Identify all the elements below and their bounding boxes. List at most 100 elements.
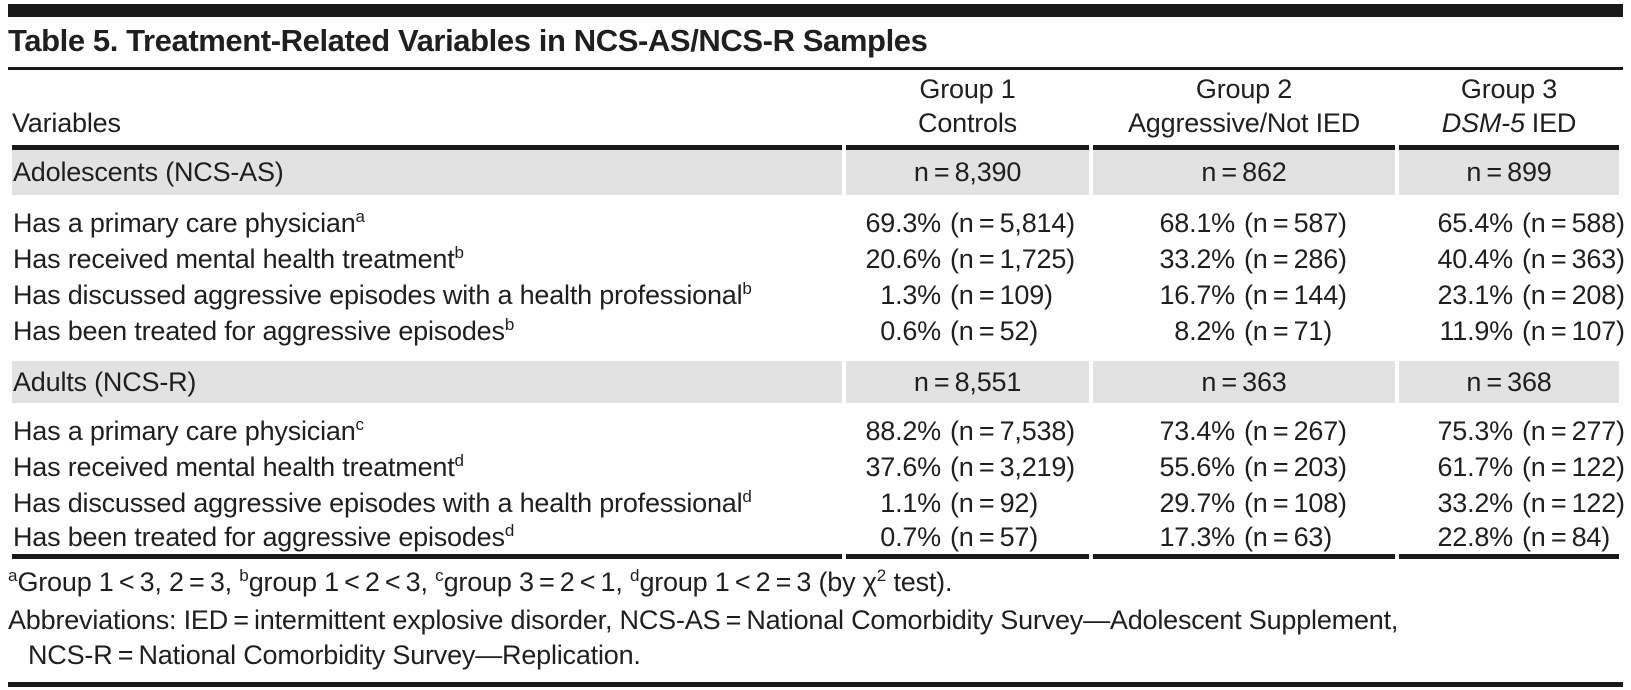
row-label: Has discussed aggressive episodes with a… [13, 487, 743, 518]
value-cell: 37.6% (n = 3,219) [846, 449, 1089, 485]
row-label-cell: Has received mental health treatmentd [12, 449, 842, 485]
footnote-marker: b [454, 242, 464, 262]
variables-column-header: Variables [12, 70, 842, 150]
n-count: n = 8,551 [846, 361, 1089, 403]
percent-value: 65.4% [1437, 207, 1513, 238]
percent-value: 20.6% [865, 243, 941, 274]
n-value: (n = 5,814) [950, 207, 1075, 238]
group1-line2: Controls [918, 108, 1017, 138]
value-cell: 40.4% (n = 363) [1399, 241, 1625, 277]
value-cell: 65.4% (n = 588) [1399, 205, 1625, 241]
value-cell: 33.2% (n = 122) [1399, 485, 1625, 521]
n-value: (n = 3,219) [950, 451, 1075, 482]
n-value: (n = 286) [1244, 243, 1347, 274]
value-cell: 73.4% (n = 267) [1093, 413, 1395, 449]
table-row: Has received mental health treatmentd 37… [12, 449, 1625, 485]
n-count: n = 368 [1399, 361, 1619, 403]
n-value: (n = 7,538) [950, 415, 1075, 446]
column-header-row: Variables Group 1 Controls Group 2 Aggre… [12, 70, 1619, 150]
n-value: (n = 363) [1522, 243, 1625, 274]
footnote-marker: b [742, 278, 752, 298]
row-label: Has discussed aggressive episodes with a… [13, 279, 743, 310]
percent-value: 0.6% [880, 315, 941, 346]
n-value: (n = 92) [950, 487, 1039, 518]
table-row: Has a primary care physiciana 69.3% (n = … [12, 205, 1625, 241]
value-cell: 33.2% (n = 286) [1093, 241, 1395, 277]
n-value: (n = 84) [1522, 522, 1611, 552]
group3-line2-rest: IED [1531, 108, 1577, 138]
top-rule-bar [8, 4, 1623, 17]
percent-value: 1.3% [880, 279, 941, 310]
percent-value: 29.7% [1159, 487, 1235, 518]
value-cell: 0.6% (n = 52) [846, 313, 1089, 349]
n-count: n = 862 [1093, 150, 1395, 195]
table-row: Has discussed aggressive episodes with a… [12, 277, 1625, 313]
group1-line1: Group 1 [919, 74, 1016, 104]
n-value: (n = 57) [950, 522, 1039, 552]
n-value: (n = 587) [1244, 207, 1347, 238]
n-value: (n = 122) [1522, 487, 1625, 518]
row-label: Has received mental health treatment [13, 243, 455, 274]
group3-dsm5-italic: DSM-5 [1441, 108, 1525, 138]
value-cell: 61.7% (n = 122) [1399, 449, 1625, 485]
percent-value: 68.1% [1159, 207, 1235, 238]
section-label: Adolescents (NCS-AS) [12, 150, 842, 195]
n-value: (n = 63) [1244, 522, 1333, 552]
bottom-rule-bar [8, 682, 1623, 687]
value-cell: 1.3% (n = 109) [846, 277, 1089, 313]
percent-value: 11.9% [1439, 315, 1513, 346]
row-label: Has a primary care physician [13, 207, 356, 238]
abbreviations-line1: Abbreviations: IED = intermittent explos… [8, 605, 1399, 635]
group3-line1: Group 3 [1460, 74, 1558, 104]
row-label-cell: Has discussed aggressive episodes with a… [12, 485, 842, 521]
footnote-marker: c [355, 414, 365, 434]
treatment-variables-table: Variables Group 1 Controls Group 2 Aggre… [8, 70, 1625, 559]
group3-column-header: Group 3 DSM-5 IED [1399, 70, 1619, 150]
group2-line2: Aggressive/Not IED [1128, 108, 1360, 138]
group1-column-header: Group 1 Controls [846, 70, 1089, 150]
row-label: Has received mental health treatment [13, 451, 455, 482]
percent-value: 73.4% [1159, 415, 1235, 446]
footnote-marker: a [8, 566, 18, 585]
footnote-marker: c [435, 566, 444, 585]
n-value: (n = 203) [1244, 451, 1347, 482]
group2-column-header: Group 2 Aggressive/Not IED [1093, 70, 1395, 150]
footnote-marker: d [742, 486, 752, 506]
value-cell: 20.6% (n = 1,725) [846, 241, 1089, 277]
n-value: (n = 267) [1244, 415, 1347, 446]
n-value: (n = 208) [1522, 279, 1625, 310]
row-label: Has a primary care physician [13, 415, 356, 446]
percent-value: 22.8% [1437, 522, 1513, 552]
table-row: Has been treated for aggressive episodes… [12, 313, 1625, 349]
value-cell: 68.1% (n = 587) [1093, 205, 1395, 241]
value-cell: 55.6% (n = 203) [1093, 449, 1395, 485]
section-header-adolescents: Adolescents (NCS-AS) n = 8,390 n = 862 n… [12, 150, 1619, 195]
row-label: Has been treated for aggressive episodes [13, 315, 505, 346]
n-value: (n = 109) [950, 279, 1053, 310]
n-value: (n = 588) [1522, 207, 1625, 238]
n-count: n = 899 [1399, 150, 1619, 195]
chi-square-exponent: 2 [876, 566, 887, 585]
value-cell: 75.3% (n = 277) [1399, 413, 1625, 449]
footnotes-block: aGroup 1 < 3, 2 = 3, bgroup 1 < 2 < 3, c… [8, 565, 1623, 673]
spacer-row [12, 349, 1619, 361]
percent-value: 55.6% [1159, 451, 1235, 482]
abbreviations-line2: NCS-R = National Comorbidity Survey—Repl… [28, 640, 641, 670]
statistics-footnote: aGroup 1 < 3, 2 = 3, bgroup 1 < 2 < 3, c… [8, 566, 953, 597]
footnote-marker: a [355, 206, 365, 226]
footnote-marker: d [454, 450, 464, 470]
percent-value: 33.2% [1437, 487, 1513, 518]
row-label-cell: Has a primary care physiciana [12, 205, 842, 241]
n-count: n = 8,390 [846, 150, 1089, 195]
value-cell: 8.2% (n = 71) [1093, 313, 1395, 349]
value-cell: 1.1% (n = 92) [846, 485, 1089, 521]
footnote-marker: d [504, 521, 515, 540]
section-header-adults: Adults (NCS-R) n = 8,551 n = 363 n = 368 [12, 361, 1619, 403]
percent-value: 0.7% [880, 522, 941, 552]
percent-value: 23.1% [1437, 279, 1513, 310]
value-cell: 29.7% (n = 108) [1093, 485, 1395, 521]
percent-value: 16.7% [1159, 279, 1235, 310]
n-value: (n = 71) [1244, 315, 1333, 346]
percent-value: 88.2% [865, 415, 941, 446]
value-cell: 88.2% (n = 7,538) [846, 413, 1089, 449]
